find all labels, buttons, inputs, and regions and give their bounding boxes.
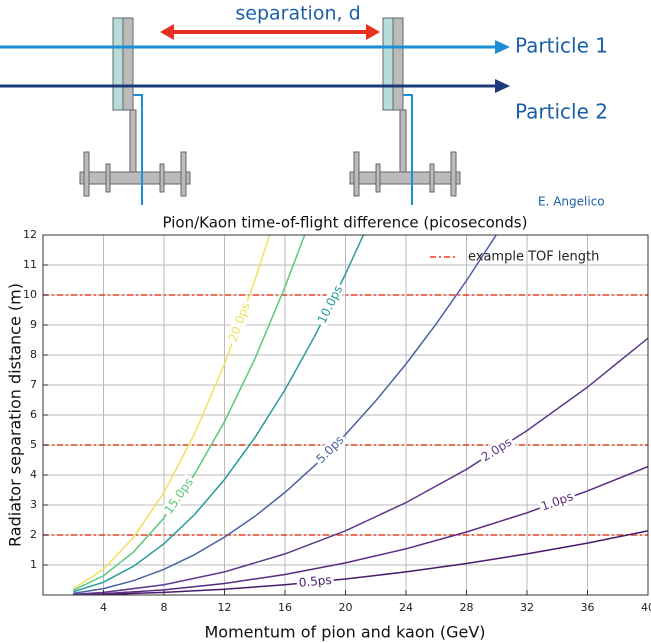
credit: E. Angelico: [538, 195, 605, 209]
line-series: [73, 235, 365, 593]
curve-label-bg: [477, 433, 516, 466]
curve-label-text: 0.5ps: [298, 573, 332, 590]
x-tick-label: 20: [339, 601, 353, 614]
curve-label-bg: [313, 281, 347, 328]
curve-label-text: 5.0ps: [313, 433, 346, 466]
curve-label: 2.0ps: [477, 433, 516, 466]
curve-label-text: 20.0ps: [226, 301, 253, 344]
separation-label: separation, d: [235, 3, 360, 25]
diagram: separation, d Particle 1 Particle 2 E. A…: [0, 3, 608, 209]
curve-label: 20.0ps: [224, 298, 254, 346]
y-tick-label: 3: [30, 498, 37, 511]
y-tick-label: 9: [30, 318, 37, 331]
y-tick-label: 6: [30, 408, 37, 421]
y-tick-label: 2: [30, 528, 37, 541]
curve-label-text: 2.0ps: [479, 435, 514, 465]
x-tick-label: 32: [520, 601, 534, 614]
line-series: [73, 235, 498, 595]
x-tick-label: 36: [581, 601, 595, 614]
y-tick-label: 10: [23, 288, 37, 301]
arrowhead: [495, 79, 510, 93]
y-tick-label: 7: [30, 378, 37, 391]
y-tick-label: 1: [30, 558, 37, 571]
curve-label: 5.0ps: [312, 431, 348, 468]
x-tick-label: 24: [399, 601, 413, 614]
line-series: [73, 337, 648, 595]
arrowhead: [366, 24, 380, 40]
arrowhead: [160, 24, 174, 40]
detector-right: [349, 17, 461, 205]
curve-label-bg: [537, 488, 577, 515]
curve-label-bg: [160, 473, 198, 519]
x-tick-label: 16: [278, 601, 292, 614]
legend-label: example TOF length: [468, 250, 599, 265]
particle-label: Particle 1: [515, 34, 608, 58]
curve-label: 10.0ps: [313, 281, 347, 328]
curve-label: 0.5ps: [296, 572, 335, 591]
curve-label-bg: [312, 431, 348, 468]
particle-label: Particle 2: [515, 100, 608, 124]
curve-label-bg: [224, 298, 254, 346]
x-axis-label: Momentum of pion and kaon (GeV): [204, 623, 485, 642]
x-tick-label: 4: [100, 601, 107, 614]
x-tick-label: 40: [641, 601, 651, 614]
y-axis-label: Radiator separation distance (m): [6, 283, 25, 547]
y-tick-label: 5: [30, 438, 37, 451]
line-series: [72, 235, 306, 591]
curve-label-text: 1.0ps: [539, 489, 575, 513]
x-tick-label: 12: [218, 601, 232, 614]
curve-label-text: 10.0ps: [315, 283, 346, 326]
curve-label-text: 15.0ps: [161, 475, 196, 516]
y-tick-label: 12: [23, 228, 37, 241]
line-series: [73, 530, 648, 595]
curve-label-bg: [296, 572, 335, 591]
line-series: [73, 465, 648, 595]
detector-left: [79, 17, 191, 205]
x-tick-label: 28: [460, 601, 474, 614]
y-tick-label: 8: [30, 348, 37, 361]
x-tick-label: 8: [161, 601, 168, 614]
y-tick-label: 11: [23, 258, 37, 271]
overlay: 481216202428323640123456789101112example…: [23, 228, 651, 614]
arrowhead: [495, 40, 510, 54]
legend: example TOF length: [430, 250, 599, 265]
y-tick-label: 4: [30, 468, 37, 481]
chart-title: Pion/Kaon time-of-flight difference (pic…: [163, 214, 528, 232]
grid: [43, 234, 649, 595]
curve-label: 15.0ps: [160, 473, 198, 519]
curve-label: 1.0ps: [537, 488, 577, 515]
line-series: [72, 235, 271, 590]
